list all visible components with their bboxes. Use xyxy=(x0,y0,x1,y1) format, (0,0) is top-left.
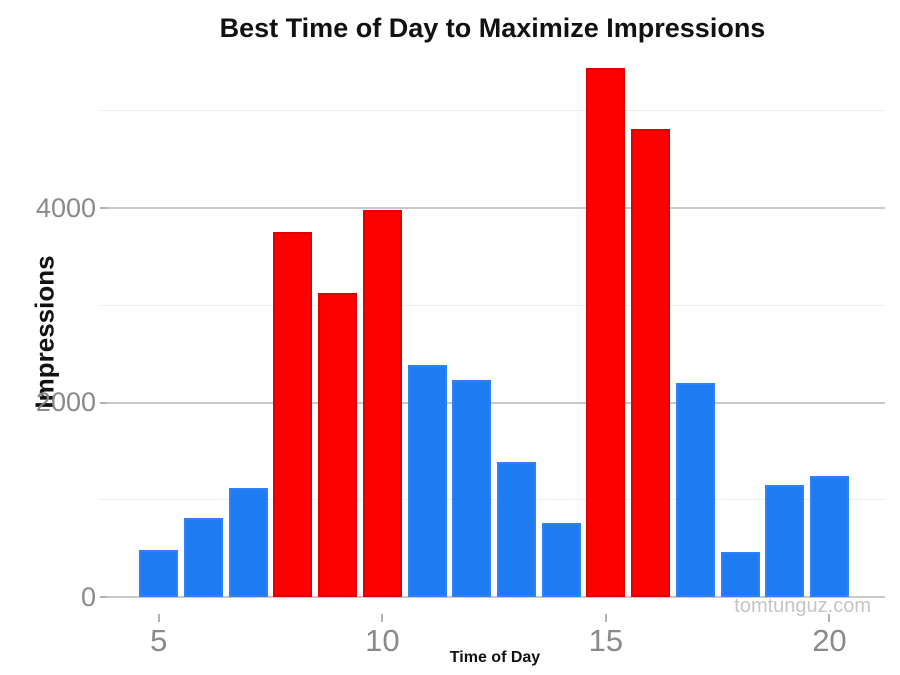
bar-hour-6 xyxy=(184,518,223,597)
bar-hour-9 xyxy=(318,292,358,597)
y-tick-mark-4000 xyxy=(100,207,107,209)
bar-hour-12 xyxy=(452,380,492,597)
chart-title: Best Time of Day to Maximize Impressions xyxy=(219,13,766,43)
bar-hour-20 xyxy=(809,476,849,597)
x-tick-mark-20 xyxy=(828,614,831,622)
bar-hour-19 xyxy=(765,485,805,597)
x-tick-mark-5 xyxy=(157,614,160,622)
x-tick-label-5: 5 xyxy=(150,623,168,658)
y-tick-label-4000: 4000 xyxy=(35,192,96,223)
gridline-major-4000 xyxy=(100,207,885,209)
gridline-major-2000 xyxy=(100,401,885,404)
x-tick-mark-10 xyxy=(381,614,384,622)
y-tick-mark-2000 xyxy=(100,401,107,404)
bar-hour-7 xyxy=(228,488,268,597)
bar-hour-16 xyxy=(631,129,671,597)
x-tick-label-15: 15 xyxy=(588,623,624,658)
y-tick-label-2000: 2000 xyxy=(35,387,96,417)
bar-hour-15 xyxy=(586,67,626,597)
x-tick-label-20: 20 xyxy=(812,623,847,658)
gridline-minor-5000 xyxy=(100,110,885,112)
bar-hour-11 xyxy=(407,364,447,597)
gridline-minor-3000 xyxy=(100,304,885,306)
bar-hour-10 xyxy=(362,209,402,597)
bar-hour-13 xyxy=(496,461,536,597)
x-tick-mark-15 xyxy=(604,614,607,622)
x-tick-label-10: 10 xyxy=(365,623,400,658)
bar-hour-8 xyxy=(273,232,313,597)
gridline-minor-1000 xyxy=(100,499,885,501)
x-axis-title: Time of Day xyxy=(449,649,541,666)
bar-hour-18 xyxy=(720,552,760,597)
watermark-text: tomtunguz.com xyxy=(734,595,871,617)
y-tick-label-0: 0 xyxy=(80,581,96,612)
bar-hour-14 xyxy=(541,523,581,597)
bar-hour-17 xyxy=(675,383,715,597)
gridline-major-0 xyxy=(100,596,885,598)
y-tick-mark-0 xyxy=(100,596,107,598)
bar-hour-5 xyxy=(139,550,179,597)
